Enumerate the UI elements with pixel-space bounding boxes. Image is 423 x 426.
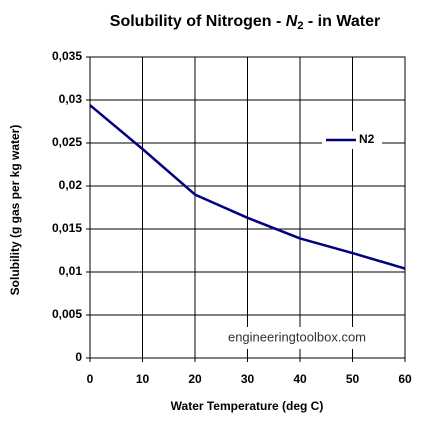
annotation: engineeringtoolbox.com — [228, 329, 366, 344]
x-tick-label: 20 — [188, 372, 202, 386]
y-tick-label: 0,01 — [59, 264, 83, 278]
legend-label: N2 — [359, 132, 375, 146]
chart-title: Solubility of Nitrogen - N2 - in Water — [110, 13, 380, 32]
y-tick-label: 0,015 — [52, 221, 82, 235]
x-tick-label: 30 — [241, 372, 255, 386]
y-tick-label: 0,025 — [52, 135, 82, 149]
y-tick-label: 0,005 — [52, 307, 82, 321]
x-tick-label: 0 — [87, 372, 94, 386]
data-line — [89, 104, 406, 270]
y-tick-label: 0,035 — [52, 49, 82, 63]
y-tick-label: 0,02 — [59, 178, 83, 192]
y-tick-label: 0,03 — [59, 92, 83, 106]
x-tick-label: 60 — [398, 372, 412, 386]
title-part: N — [286, 13, 298, 30]
y-axis-label: Solubility (g gas per kg water) — [8, 125, 22, 296]
x-axis-label: Water Temperature (deg C) — [171, 399, 324, 413]
y-tick-label: 0 — [75, 350, 82, 364]
x-tick-label: 10 — [136, 372, 150, 386]
title-part: - in Water — [303, 13, 380, 30]
x-tick-label: 40 — [293, 372, 307, 386]
title-part: Solubility of Nitrogen - — [110, 13, 286, 30]
x-tick-label: 50 — [346, 372, 360, 386]
title-part: 2 — [297, 20, 303, 32]
annotation-box — [210, 327, 385, 349]
